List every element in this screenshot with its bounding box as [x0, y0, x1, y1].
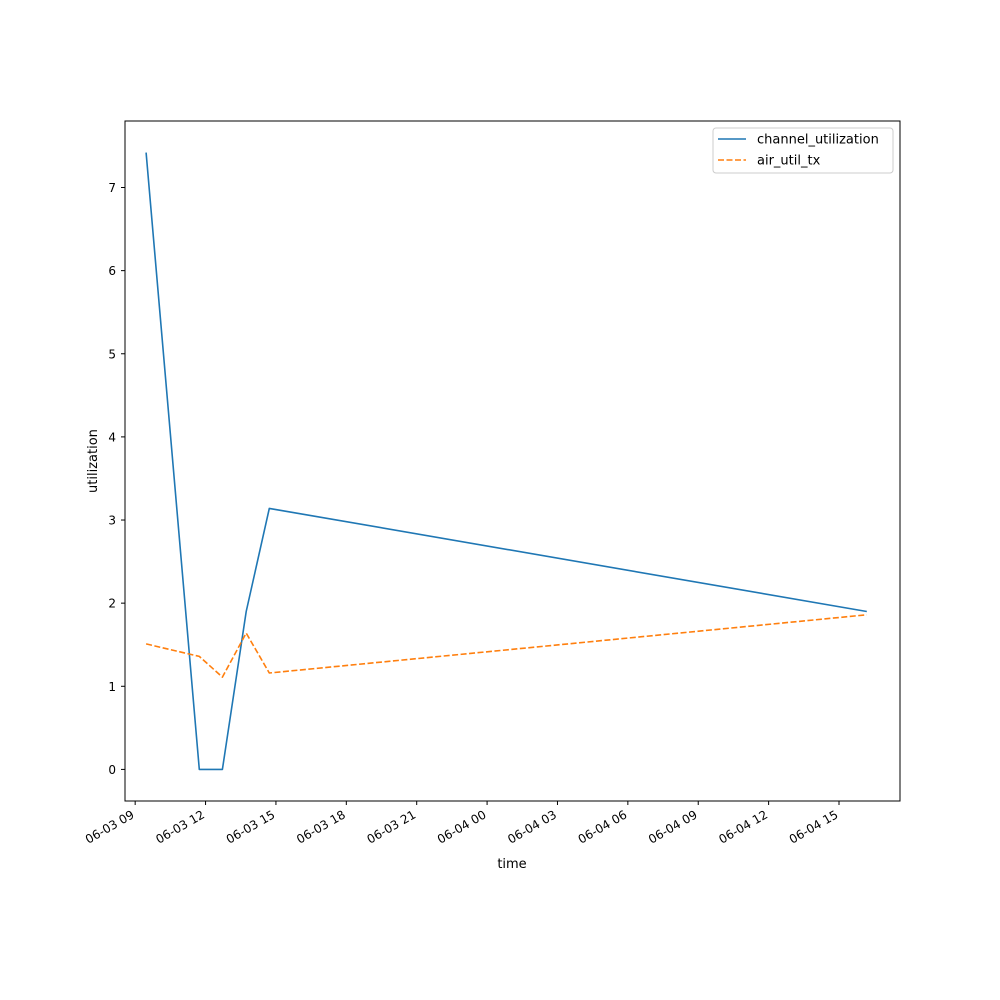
y-tick-label: 1 [108, 680, 116, 694]
series-line-0 [145, 152, 867, 771]
series-line-1 [145, 614, 867, 678]
y-tick-label: 5 [108, 347, 116, 361]
series-layer [145, 152, 867, 771]
y-tick-label: 3 [108, 514, 116, 528]
x-tick-label: 06-03 09 [83, 807, 137, 846]
x-tick-label: 06-04 00 [435, 807, 489, 846]
legend: channel_utilization air_util_tx [712, 127, 894, 174]
y-tick-label: 6 [108, 264, 116, 278]
x-tick-label: 06-04 09 [646, 807, 700, 846]
x-axis-label: time [497, 857, 526, 872]
legend-label-0: channel_utilization [757, 133, 879, 148]
plot-frame [124, 120, 901, 802]
y-tick-label: 0 [108, 763, 116, 777]
y-tick-label: 2 [108, 597, 116, 611]
y-axis-label: utilization [86, 429, 101, 493]
x-tick-label: 06-04 03 [505, 807, 559, 846]
legend-box [712, 127, 894, 174]
x-tick-label: 06-03 18 [294, 807, 348, 846]
x-tick-label: 06-04 15 [787, 807, 841, 846]
plot-area [124, 120, 901, 802]
x-tick-label: 06-03 12 [153, 807, 207, 846]
x-tick-label: 06-04 06 [576, 807, 630, 846]
y-tick-label: 4 [108, 430, 116, 444]
legend-label-1: air_util_tx [757, 154, 821, 169]
x-tick-label: 06-04 12 [716, 807, 770, 846]
y-axis: 0 1 2 3 4 5 6 7 [108, 181, 125, 777]
x-tick-label: 06-03 15 [224, 807, 278, 846]
x-tick-label: 06-03 21 [364, 807, 418, 846]
y-tick-label: 7 [108, 181, 116, 195]
x-axis: 06-03 09 06-03 12 06-03 15 06-03 18 06-03 21… [83, 801, 841, 847]
